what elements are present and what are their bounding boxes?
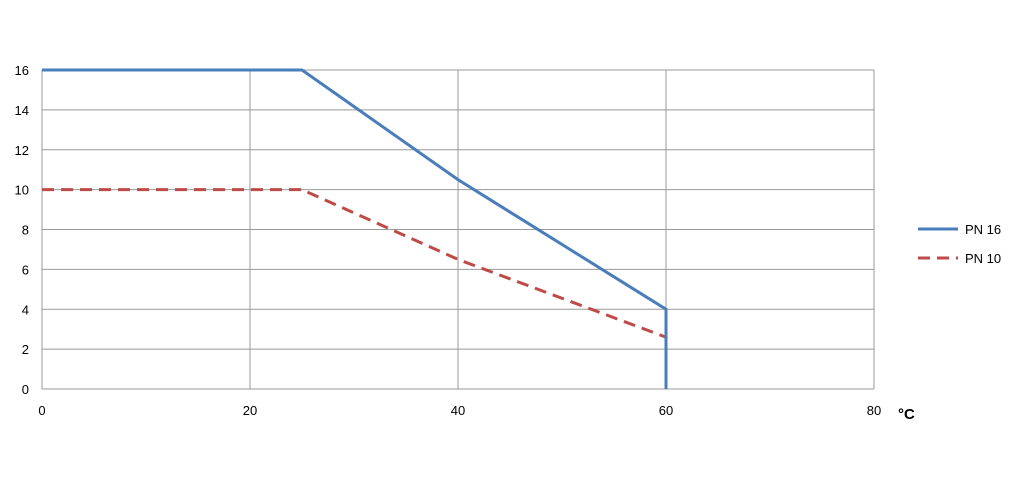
y-tick-label: 12	[15, 143, 29, 158]
y-tick-label: 2	[22, 342, 29, 357]
legend: PN 16 PN 10	[918, 222, 1001, 266]
x-axis-label: °C	[898, 406, 915, 423]
y-tick-label: 10	[15, 183, 29, 198]
y-tick-label: 16	[15, 63, 29, 78]
y-tick-label: 4	[22, 302, 29, 317]
y-tick-label: 8	[22, 223, 29, 238]
grid	[41, 69, 875, 390]
x-tick-label: 0	[38, 403, 45, 418]
series-lines	[42, 68, 668, 389]
x-tick-label: 60	[659, 403, 673, 418]
y-tick-label: 6	[22, 262, 29, 277]
x-tick-label: 80	[867, 403, 881, 418]
series-line-pn-10	[42, 188, 668, 389]
tick-labels: 0 2 4 6 8 10 12 14 16 0 20 40 60 80	[15, 63, 882, 418]
series-line-pn-16	[42, 68, 668, 389]
legend-label: PN 10	[965, 251, 1001, 266]
x-tick-label: 40	[451, 403, 465, 418]
y-tick-label: 14	[15, 103, 29, 118]
x-tick-label: 20	[243, 403, 257, 418]
legend-label: PN 16	[965, 222, 1001, 237]
y-tick-label: 0	[22, 382, 29, 397]
